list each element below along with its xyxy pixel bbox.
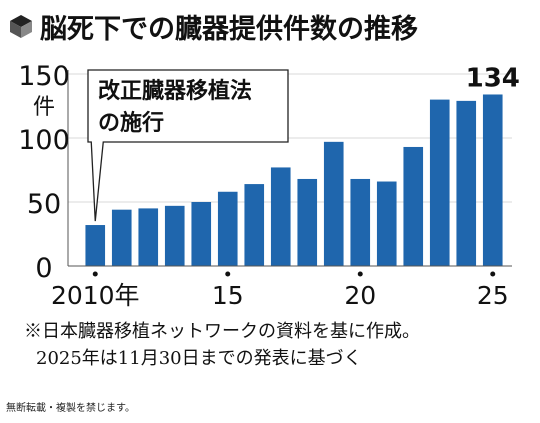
y-tick-label: 100 [18, 125, 70, 156]
data-label: 134 [466, 63, 520, 93]
x-tick-mark [225, 272, 230, 277]
y-tick-label: 150 [18, 61, 70, 92]
x-tick-mark [358, 272, 363, 277]
period-note: 2025年は11月30日までの発表に基づく [36, 344, 362, 370]
bar [403, 147, 423, 266]
x-tick-mark [93, 272, 98, 277]
y-tick-label: 50 [27, 189, 61, 220]
bar [350, 179, 370, 266]
bar [271, 167, 291, 266]
bar [85, 225, 105, 266]
bar [191, 202, 211, 266]
copyright-notice: 無断転載・複製を禁じます。 [6, 399, 135, 414]
source-note: ※日本臓器移植ネットワークの資料を基に作成。 [24, 317, 420, 343]
bar [377, 182, 397, 266]
bar [297, 179, 317, 266]
bar [244, 184, 264, 266]
x-tick-label: 25 [477, 281, 509, 310]
bar [324, 142, 344, 266]
x-tick-label: 15 [212, 281, 244, 310]
bar [112, 210, 132, 266]
x-tick-mark [490, 272, 495, 277]
y-tick-label: 0 [35, 253, 52, 284]
bar [138, 208, 158, 266]
bar [483, 94, 503, 266]
bar [456, 101, 476, 266]
x-tick-label: 20 [344, 281, 376, 310]
bar [430, 100, 450, 266]
bar [165, 206, 185, 266]
annotation-text: 改正臓器移植法 [98, 78, 252, 104]
x-tick-label: 2010年 [51, 281, 140, 310]
annotation-text: の施行 [98, 110, 164, 136]
y-unit-label: 件 [33, 95, 55, 120]
bar [218, 192, 238, 266]
